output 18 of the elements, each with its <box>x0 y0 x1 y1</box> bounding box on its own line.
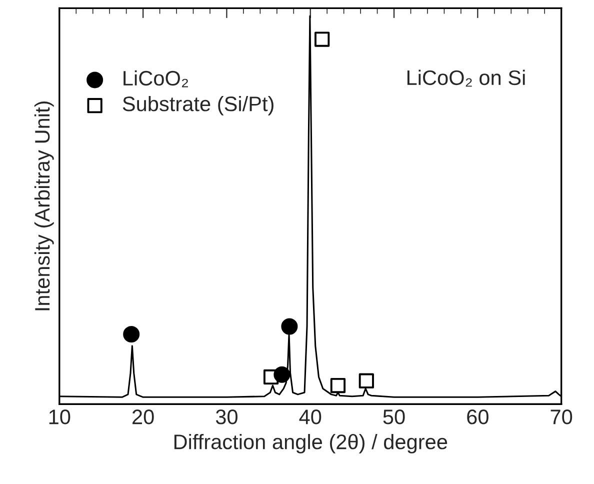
point <box>330 378 346 394</box>
x-tick-label: 50 <box>383 410 405 424</box>
point <box>358 373 374 388</box>
y-axis-title: Intensity (Arbitray Unit) <box>34 102 54 310</box>
x-tick-label: 40 <box>299 410 322 424</box>
legend-label: LiCoO₂ <box>124 70 188 88</box>
x-axis-title: Diffraction angle (2θ) / degree <box>174 434 448 454</box>
point <box>281 318 298 335</box>
x-tick-label: 60 <box>467 410 488 424</box>
x-tick-label: 20 <box>132 410 154 424</box>
x-tick-label: 30 <box>216 410 238 424</box>
legend-label: Substrate (Si/Pt) <box>122 96 274 116</box>
point <box>314 32 330 47</box>
annotation: LiCoO₂ on Si <box>407 70 525 87</box>
point <box>263 369 279 385</box>
x-tick-label: 10 <box>49 410 70 424</box>
x-tick-label: 70 <box>550 410 572 424</box>
point <box>123 326 140 343</box>
